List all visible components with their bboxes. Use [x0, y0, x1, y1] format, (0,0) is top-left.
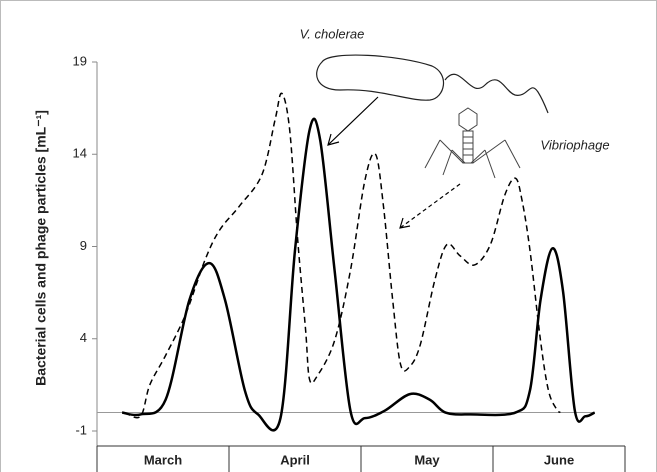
x-category-label: March: [144, 452, 182, 467]
series-line: [124, 92, 561, 419]
flagellum: [444, 73, 549, 114]
x-category-label: June: [544, 452, 574, 467]
y-tick-label: 14: [73, 146, 87, 161]
annotation: V. cholerae: [300, 26, 365, 41]
arrow: [327, 96, 379, 146]
arrow-head: [399, 217, 411, 229]
y-tick-label: -1: [75, 422, 87, 437]
y-tick-label: 19: [73, 53, 87, 68]
phage-icon: [424, 107, 521, 179]
y-tick-label: 9: [80, 238, 87, 253]
y-tick-label: 4: [80, 330, 87, 345]
y-axis-label: Bacterial cells and phage particles [mL⁻…: [33, 110, 49, 386]
arrow-head: [327, 133, 340, 146]
x-category-label: May: [414, 452, 440, 467]
cell-icon: [316, 54, 444, 101]
annotation: Vibriophage: [540, 137, 609, 152]
arrow: [399, 183, 461, 229]
x-category-label: April: [280, 452, 310, 467]
series-line: [121, 117, 596, 432]
